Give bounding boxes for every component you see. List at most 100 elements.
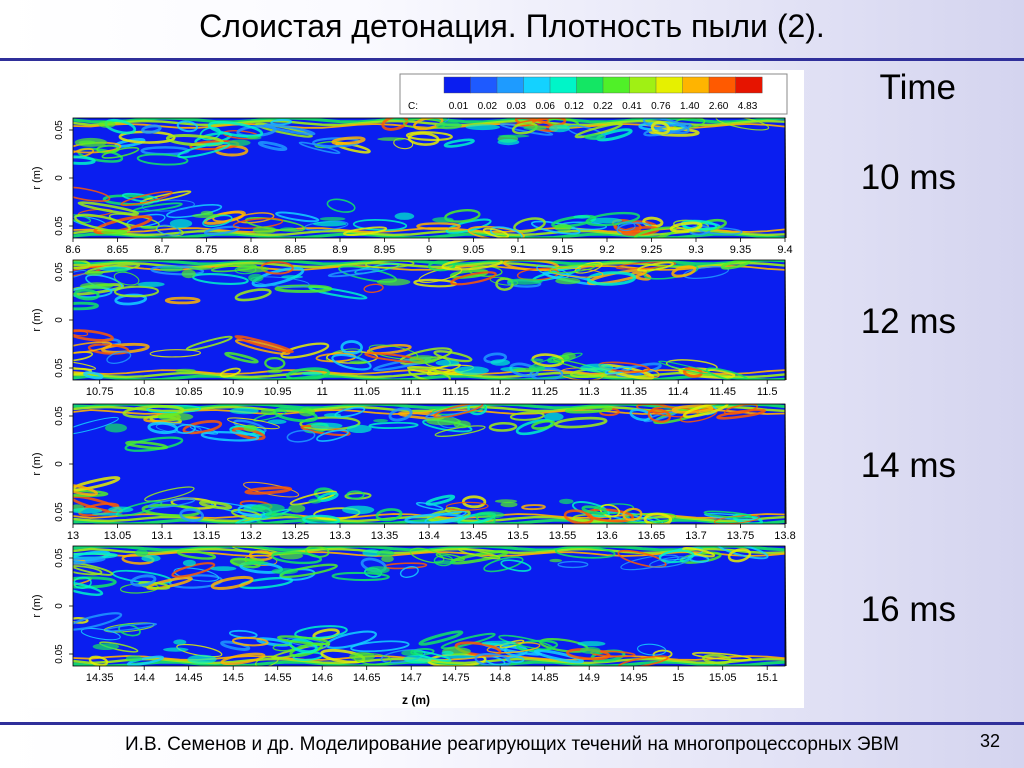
panel-3-dust-structure — [399, 566, 419, 578]
panel-0-dust-structure — [121, 192, 160, 203]
panel-1-dust-structure — [671, 265, 697, 278]
panel-2-x-tick-label: 13.65 — [638, 530, 666, 542]
panel-2-dust-structure — [200, 431, 260, 442]
panel-3-dust-structure — [454, 641, 502, 657]
panel-3-dust-patch — [441, 650, 454, 656]
panel-1-dust-patch — [181, 269, 196, 279]
colorbar-swatch — [655, 76, 683, 94]
panel-0-x-tick-label: 8.7 — [154, 244, 169, 256]
panel-0-dust-patch — [312, 221, 347, 227]
panel-1-dust-structure — [408, 366, 451, 380]
panel-3-dust-patch — [549, 558, 562, 563]
colorbar-swatch — [735, 76, 763, 94]
panel-3-dust-structure — [220, 652, 266, 666]
panel-0-dust-structure — [381, 118, 409, 131]
panel-0-dust-structure — [141, 124, 162, 134]
panel-2-dust-patch — [544, 412, 564, 421]
panel-2-dust-structure — [155, 422, 202, 434]
panel-2-x-tick-label: 13.35 — [371, 530, 399, 542]
panel-2-dust-patch — [288, 504, 306, 513]
panel-0-dust-patch — [377, 137, 405, 141]
panel-0-dust-patch — [169, 219, 193, 228]
panel-0-dust-patch — [227, 139, 251, 146]
panel-1-y-tick-label: 0.05 — [54, 358, 65, 378]
panel-1-dust-patch — [159, 266, 184, 272]
panel-0-dust-patch — [584, 133, 605, 141]
panel-3-x-tick-label: 14.85 — [531, 672, 559, 684]
panel-3-dust-patch — [365, 566, 390, 574]
panel-2-y-tick-label: 0.05 — [54, 406, 65, 426]
panel-2-dust-structure — [73, 416, 119, 435]
time-label-12ms: 12 ms — [860, 302, 956, 341]
panel-3-x-tick-label: 14.4 — [133, 672, 154, 684]
panel-3-dust-structure — [682, 547, 716, 558]
panel-0-y-axis-label: r (m) — [31, 166, 43, 189]
panel-1-x-tick-label: 11.05 — [353, 386, 380, 398]
panel-0-wall-layer — [73, 229, 785, 237]
panel-2-dust-structure — [581, 505, 608, 515]
panel-3-dust-structure — [176, 549, 217, 560]
panel-1-x-tick-label: 10.95 — [264, 386, 292, 398]
panel-2-x-tick-label: 13.15 — [193, 530, 221, 542]
colorbar-swatch — [470, 76, 498, 94]
panel-3-dust-structure — [88, 655, 109, 666]
panel-0-dust-structure — [343, 226, 388, 236]
panel-2-dust-structure — [244, 486, 293, 495]
panel-3-x-tick-label: 14.6 — [311, 672, 332, 684]
colorbar-tick-label: 0.02 — [478, 101, 498, 112]
panel-2-dust-structure — [122, 405, 185, 419]
panel-2-dust-structure — [509, 411, 545, 421]
panel-3-dust-patch — [244, 561, 269, 565]
panel-3-dust-structure — [279, 563, 338, 579]
panel-3-dust-structure — [435, 553, 465, 562]
panel-2-dust-structure — [415, 502, 444, 511]
panel-3-x-tick-label: 15 — [672, 672, 684, 684]
colorbar-tick-label: 0.22 — [593, 101, 613, 112]
panel-2-dust-structure — [179, 508, 205, 522]
panel-3-dust-structure — [458, 548, 501, 560]
panel-1-y-tick-label: 0 — [54, 317, 65, 323]
panel-0-dust-structure — [140, 190, 192, 204]
panel-3-dust-structure — [533, 649, 585, 664]
panel-1-wall-layer — [73, 260, 785, 266]
panel-1-dust-structure — [720, 260, 751, 270]
panel-1-dust-structure — [234, 288, 272, 302]
panel-3-y-tick-label: 0.05 — [54, 644, 65, 664]
panel-1-dust-patch — [248, 273, 264, 282]
panel-3-dust-structure — [418, 630, 464, 646]
panel-0-dust-structure — [136, 153, 189, 166]
panel-2-dust-patch — [346, 424, 372, 433]
panel-0-dust-structure — [207, 120, 264, 138]
panel-2-dust-structure — [703, 510, 753, 519]
panel-0-dust-structure — [73, 155, 96, 165]
panel-1-dust-structure — [705, 367, 751, 380]
panel-2-dust-patch — [500, 501, 518, 508]
panel-0-dust-structure — [551, 214, 597, 228]
panel-2-x-tick-label: 13.4 — [418, 530, 439, 542]
panel-3-x-tick-label: 14.9 — [578, 672, 599, 684]
panel-2-dust-structure — [182, 420, 223, 435]
panel-2-dust-patch — [373, 419, 388, 423]
panel-0-dust-structure — [120, 190, 173, 206]
panel-0-dust-structure — [617, 221, 636, 232]
panel-1-dust-structure — [308, 286, 368, 300]
panel-1-dust-patch — [529, 365, 546, 372]
panel-0-dust-patch — [140, 226, 158, 230]
panel-0-dust-structure — [642, 118, 690, 134]
panel-1-dust-patch — [237, 265, 269, 273]
panel-3-dust-patch — [173, 639, 187, 645]
panel-2-x-tick-label: 13 — [67, 530, 79, 542]
panel-0-dust-structure — [405, 131, 453, 142]
panel-2-dust-structure — [286, 429, 316, 443]
panel-2-dust-structure — [554, 416, 608, 429]
panel-0-dust-patch — [573, 215, 591, 219]
panel-2-dust-patch — [475, 511, 505, 519]
colorbar-swatch — [549, 76, 577, 94]
panel-3-x-tick-label: 14.5 — [222, 672, 243, 684]
panel-3-dust-structure — [73, 557, 106, 566]
panel-1-dust-structure — [285, 367, 331, 380]
panel-3-dust-patch — [125, 655, 143, 662]
panel-2-dust-patch — [260, 408, 276, 415]
panel-0-dust-patch — [435, 121, 462, 130]
panel-3-dust-structure — [659, 549, 695, 564]
